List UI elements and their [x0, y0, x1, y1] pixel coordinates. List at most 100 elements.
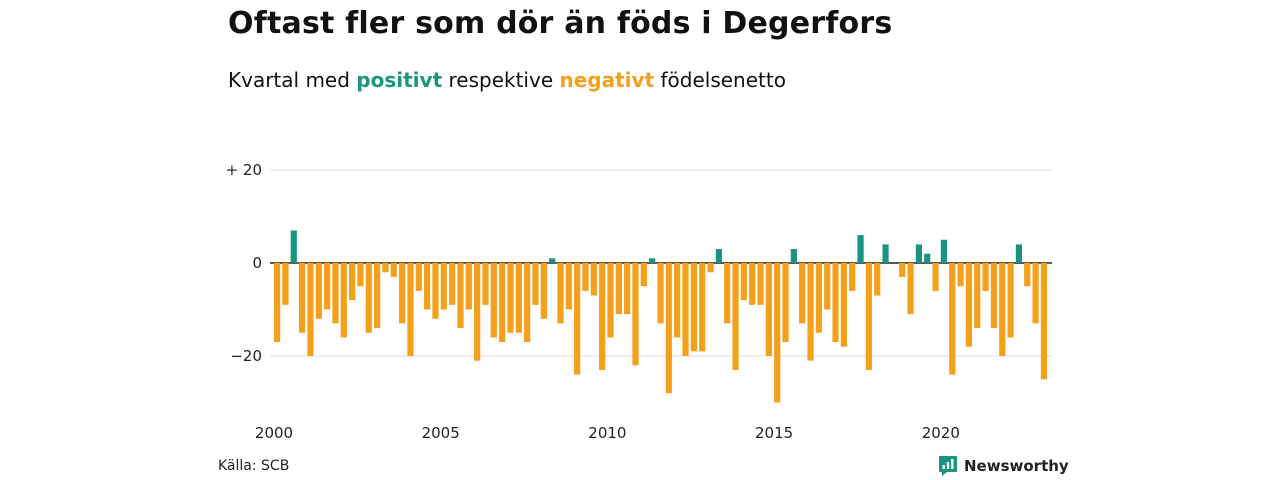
y-tick-label: + 20 — [226, 161, 262, 179]
bar — [507, 263, 514, 333]
bar — [649, 258, 656, 263]
subtitle-suffix: födelsenetto — [660, 68, 786, 92]
bar — [932, 263, 939, 291]
y-tick-label: −20 — [230, 347, 262, 365]
bar — [740, 263, 747, 301]
bar — [990, 263, 998, 329]
chart-subtitle: Kvartal med positivt respektive negativt… — [228, 68, 786, 92]
chart-title: Oftast fler som dör än föds i Degerfors — [228, 6, 893, 41]
bar — [349, 263, 356, 301]
bar — [615, 263, 622, 315]
bar — [624, 263, 631, 315]
bar — [565, 263, 572, 310]
bar — [557, 263, 564, 324]
bar — [432, 263, 439, 319]
bar — [290, 230, 297, 263]
bar — [715, 249, 722, 263]
bar — [874, 263, 881, 296]
bar — [590, 263, 597, 296]
x-tick-label: 2005 — [422, 424, 460, 442]
bar — [499, 263, 506, 343]
bar — [324, 263, 331, 310]
brand: Newsworthy — [938, 455, 1069, 477]
bar — [474, 263, 481, 361]
bar — [490, 263, 497, 338]
bar — [782, 263, 789, 343]
x-tick-label: 2010 — [588, 424, 626, 442]
bar — [449, 263, 456, 305]
bar — [774, 263, 781, 403]
bar — [807, 263, 814, 361]
bar — [957, 263, 964, 287]
bar — [699, 263, 706, 352]
bar — [840, 263, 847, 347]
bar — [582, 263, 589, 291]
x-tick-label: 2020 — [922, 424, 960, 442]
bar — [899, 263, 906, 277]
bar — [824, 263, 831, 310]
bar — [1040, 263, 1048, 380]
bar — [724, 263, 731, 324]
bar — [907, 263, 914, 315]
bar — [1032, 263, 1039, 324]
source-label: Källa: SCB — [218, 458, 290, 474]
bar — [832, 263, 839, 343]
bar — [665, 263, 672, 394]
bar — [457, 263, 464, 329]
bar — [732, 263, 739, 370]
bar — [999, 263, 1006, 356]
bar — [1007, 263, 1014, 338]
bar — [282, 263, 289, 305]
bar — [365, 263, 372, 333]
bar — [440, 263, 447, 310]
bar — [415, 263, 422, 291]
bar — [1015, 244, 1023, 263]
bar — [682, 263, 689, 356]
bar — [524, 263, 531, 343]
bar — [1024, 263, 1031, 287]
bar — [815, 263, 822, 333]
bar — [332, 263, 339, 324]
bar — [965, 263, 973, 347]
subtitle-negative-word: negativt — [559, 68, 655, 92]
bar — [382, 263, 389, 273]
bar — [315, 263, 322, 319]
bar — [407, 263, 414, 356]
bar — [515, 263, 522, 333]
subtitle-middle: respektive — [448, 68, 554, 92]
bar — [949, 263, 956, 375]
bar — [849, 263, 856, 291]
bar — [640, 263, 647, 287]
brand-name: Newsworthy — [964, 457, 1069, 475]
bar — [865, 263, 872, 370]
bar — [532, 263, 539, 305]
bar — [607, 263, 614, 338]
bar — [657, 263, 664, 324]
bar — [399, 263, 406, 324]
bar — [707, 263, 714, 273]
bar — [424, 263, 431, 310]
bar — [940, 239, 947, 263]
bar — [357, 263, 364, 287]
bar — [799, 263, 806, 324]
bar — [765, 263, 772, 356]
bar — [924, 253, 931, 263]
bar — [390, 263, 397, 277]
bar — [482, 263, 489, 305]
bar — [274, 263, 281, 343]
bar — [749, 263, 756, 305]
bar — [574, 263, 581, 375]
subtitle-prefix: Kvartal med — [228, 68, 350, 92]
bar — [857, 235, 864, 263]
bar — [540, 263, 547, 319]
bar — [982, 263, 989, 291]
bar — [340, 263, 347, 338]
bar — [299, 263, 306, 333]
x-tick-label: 2000 — [255, 424, 293, 442]
newsworthy-logo-icon — [939, 456, 957, 476]
y-tick-label: 0 — [252, 254, 262, 272]
bar — [674, 263, 681, 338]
subtitle-positive-word: positivt — [356, 68, 443, 92]
bar — [757, 263, 764, 305]
